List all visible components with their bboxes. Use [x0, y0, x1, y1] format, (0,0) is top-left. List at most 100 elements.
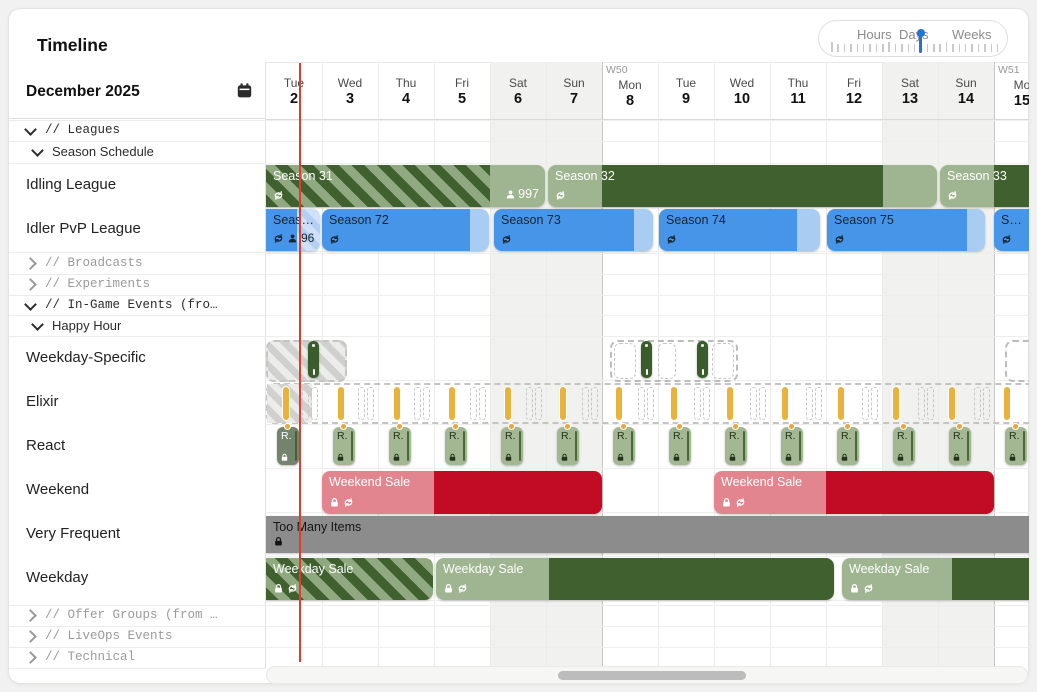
event-bar-season-33[interactable]: Season 33: [940, 165, 1029, 207]
lock-icon: [273, 583, 284, 594]
event-chip-react[interactable]: R.: [389, 427, 411, 465]
event-bar-weekday-sale[interactable]: Weekday Sale: [436, 558, 834, 600]
event-chip-react[interactable]: R.: [837, 427, 859, 465]
day-header-wed-3: Wed 3: [322, 62, 378, 119]
day-number: 5: [457, 91, 467, 107]
bar-segment-crimson: [826, 471, 994, 514]
event-bar-weekday-sale[interactable]: Weekday Sale: [266, 558, 433, 600]
event-bar-season-72[interactable]: Season 72: [322, 209, 489, 251]
event-bar-season-74[interactable]: Season 74: [659, 209, 820, 251]
horizontal-scrollbar-thumb[interactable]: [558, 671, 746, 680]
sidebar-group-offer-groups-from[interactable]: // Offer Groups (from …: [9, 605, 265, 626]
event-bar-season-32[interactable]: Season 32: [548, 165, 937, 207]
sidebar-group-technical[interactable]: // Technical: [9, 647, 265, 668]
placeholder-slot: [526, 387, 533, 420]
sidebar-group-leagues[interactable]: // Leagues: [9, 120, 265, 141]
event-bar-season-73[interactable]: Season 73: [494, 209, 653, 251]
event-chip-react[interactable]: R.: [949, 427, 971, 465]
event-chip-react[interactable]: R.: [1005, 427, 1027, 465]
sidebar-group-broadcasts[interactable]: // Broadcasts: [9, 253, 265, 274]
event-bar-season-75[interactable]: Season 75: [827, 209, 985, 251]
event-pill[interactable]: [641, 341, 652, 378]
event-bar-elixir[interactable]: [449, 387, 455, 420]
calendar-icon[interactable]: [236, 82, 253, 99]
bar-segment-pink: [322, 471, 434, 514]
past-events-region: [267, 384, 312, 423]
chip-end-marker: [575, 431, 577, 461]
event-bar-s[interactable]: S…: [994, 209, 1029, 251]
event-bar-icons: [666, 234, 677, 245]
event-bar-weekend-sale[interactable]: Weekend Sale: [322, 471, 602, 514]
placeholder-slot: [367, 387, 374, 420]
sidebar-group-in-game-events-fro[interactable]: // In-Game Events (fro…: [9, 295, 265, 315]
ruler-tick: [862, 44, 865, 52]
zoom-slider-handle[interactable]: [919, 32, 922, 53]
chevron-right-icon[interactable]: [24, 278, 37, 291]
day-number: 13: [901, 91, 919, 107]
event-bar-elixir[interactable]: [893, 387, 899, 420]
event-bar-too-many-items[interactable]: Too Many Items: [266, 516, 1029, 553]
sidebar-lane-elixir[interactable]: Elixir: [9, 380, 265, 424]
chevron-right-icon[interactable]: [24, 630, 37, 643]
event-chip-react[interactable]: R.: [725, 427, 747, 465]
lock-icon: [728, 453, 737, 462]
event-bar-elixir[interactable]: [782, 387, 788, 420]
event-bar-elixir[interactable]: [949, 387, 955, 420]
event-chip-react[interactable]: R.: [333, 427, 355, 465]
event-bar-elixir[interactable]: [1004, 387, 1010, 420]
event-chip-react[interactable]: R.: [445, 427, 467, 465]
event-bar-elixir[interactable]: [838, 387, 844, 420]
event-bar-elixir[interactable]: [283, 387, 289, 420]
event-bar-weekday-sale[interactable]: Weekday Sale: [842, 558, 1029, 600]
sidebar-lane-idler-pvp-league[interactable]: Idler PvP League: [9, 207, 265, 252]
sidebar-group-liveops-events[interactable]: // LiveOps Events: [9, 626, 265, 647]
zoom-option-hours[interactable]: Hours: [857, 27, 892, 42]
sidebar-lane-very-frequent[interactable]: Very Frequent: [9, 512, 265, 556]
chevron-right-icon[interactable]: [24, 609, 37, 622]
zoom-slider-handle-knob[interactable]: [916, 29, 925, 37]
chevron-down-icon[interactable]: [31, 144, 44, 157]
sidebar-group-happy-hour[interactable]: Happy Hour: [9, 315, 265, 336]
placeholder-slot: [974, 387, 981, 420]
chip-end-marker: [743, 431, 745, 461]
sidebar-lane-weekday[interactable]: Weekday: [9, 556, 265, 600]
zoom-slider-control[interactable]: Hours Days Weeks: [818, 20, 1008, 57]
sidebar-group-season-schedule[interactable]: Season Schedule: [9, 141, 265, 163]
event-pill[interactable]: [697, 341, 708, 378]
event-chip-react[interactable]: R.: [893, 427, 915, 465]
event-bar-elixir[interactable]: [338, 387, 344, 420]
sidebar-lane-idling-league[interactable]: Idling League: [9, 163, 265, 207]
day-number: 12: [845, 91, 863, 107]
event-chip-react[interactable]: R.: [613, 427, 635, 465]
day-number: 8: [625, 93, 635, 109]
event-chip-react[interactable]: R.: [501, 427, 523, 465]
event-chip-react[interactable]: R.: [781, 427, 803, 465]
event-bar-elixir[interactable]: [394, 387, 400, 420]
event-bar-elixir[interactable]: [727, 387, 733, 420]
horizontal-scrollbar-track[interactable]: [266, 666, 1028, 684]
chevron-right-icon[interactable]: [24, 651, 37, 664]
event-pill[interactable]: [308, 341, 319, 378]
sidebar-lane-weekend[interactable]: Weekend: [9, 468, 265, 512]
sidebar-group-experiments[interactable]: // Experiments: [9, 274, 265, 295]
event-bar-season-31[interactable]: Season 31 997: [266, 165, 545, 207]
event-bar-elixir[interactable]: [616, 387, 622, 420]
event-bar-seas[interactable]: Seas… 96: [266, 209, 320, 251]
event-bar-elixir[interactable]: [671, 387, 677, 420]
chevron-right-icon[interactable]: [24, 257, 37, 270]
event-chip-react[interactable]: R.: [557, 427, 579, 465]
zoom-option-weeks[interactable]: Weeks: [952, 27, 992, 42]
event-bar-elixir[interactable]: [505, 387, 511, 420]
sidebar-lane-weekday-specific[interactable]: Weekday-Specific: [9, 336, 265, 380]
event-chip-react[interactable]: R.: [669, 427, 691, 465]
chevron-down-icon[interactable]: [31, 318, 44, 331]
event-bar-label: Too Many Items: [273, 520, 362, 534]
event-chip-label: R.: [897, 430, 908, 442]
event-chip-react[interactable]: R.: [277, 427, 299, 465]
event-chip-label: R.: [785, 430, 796, 442]
chevron-down-icon[interactable]: [24, 298, 37, 311]
event-bar-weekend-sale[interactable]: Weekend Sale: [714, 471, 994, 514]
chevron-down-icon[interactable]: [24, 123, 37, 136]
event-bar-elixir[interactable]: [560, 387, 566, 420]
sidebar-lane-react[interactable]: React: [9, 424, 265, 468]
